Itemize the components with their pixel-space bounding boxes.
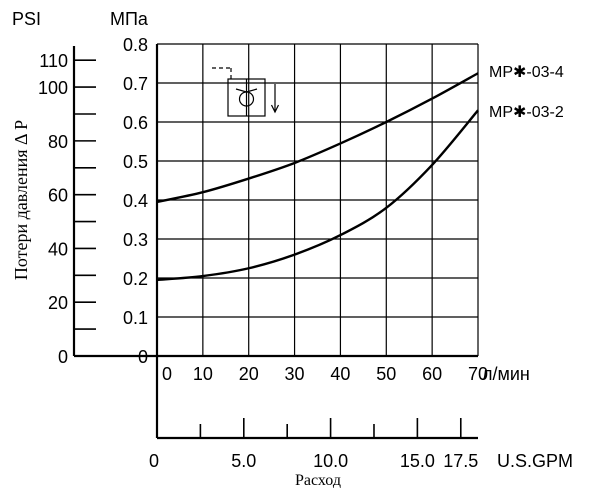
mpa-tick-label: 0.7: [123, 74, 148, 94]
gpm-tick-label: 10.0: [313, 451, 348, 471]
series-line-2: [156, 109, 479, 282]
mpa-tick-label: 0.1: [123, 308, 148, 328]
psi-unit-label: PSI: [12, 9, 41, 29]
gpm-tick-label: 5.0: [231, 451, 256, 471]
lpm-tick-label: 0: [162, 364, 172, 384]
mpa-tick-label: 0.6: [123, 113, 148, 133]
mpa-tick-label: 0.8: [123, 35, 148, 55]
x-axis-label: Расход: [295, 472, 341, 489]
grid: [157, 43, 479, 356]
series-label-2: MP✱-03-2: [489, 104, 564, 121]
series-lines: [156, 72, 479, 282]
psi-tick-label: 100: [38, 78, 68, 98]
lpm-tick-label: 20: [239, 364, 259, 384]
psi-tick-label: 80: [48, 132, 68, 152]
lpm-tick-labels: 0 10 20 30 40 50 60 70: [162, 364, 488, 384]
psi-tick-label: 60: [48, 186, 68, 206]
series-labels: MP✱-03-4 MP✱-03-2: [489, 64, 564, 121]
lpm-tick-label: 10: [193, 364, 213, 384]
mpa-tick-label: 0.3: [123, 230, 148, 250]
check-valve-symbol-icon: [212, 67, 280, 117]
gpm-tick-label: 17.5: [443, 451, 478, 471]
lpm-tick-label: 60: [422, 364, 442, 384]
psi-tick-labels: 0 20 40 60 80 100 110: [38, 51, 68, 367]
gpm-tick-label: 0: [149, 451, 159, 471]
y-axis-label: Потери давления Δ P: [11, 120, 31, 280]
lpm-tick-label: 70: [468, 364, 488, 384]
mpa-unit-label: МПа: [110, 9, 149, 29]
lpm-unit-label: л/мин: [482, 364, 530, 384]
mpa-tick-label: 0.5: [123, 152, 148, 172]
gpm-tick-label: 15.0: [400, 451, 435, 471]
lpm-tick-label: 30: [285, 364, 305, 384]
psi-tick-label: 40: [48, 239, 68, 259]
series-line-1: [156, 72, 479, 204]
axes: [72, 44, 478, 440]
mpa-tick-label: 0: [138, 347, 148, 367]
gpm-unit-label: U.S.GPM: [497, 451, 573, 471]
psi-tick-label: 20: [48, 293, 68, 313]
lpm-tick-label: 50: [376, 364, 396, 384]
lpm-tick-label: 40: [330, 364, 350, 384]
mpa-tick-labels: 0 0.1 0.2 0.3 0.4 0.5 0.6 0.7 0.8: [123, 35, 148, 367]
psi-tick-label: 0: [58, 347, 68, 367]
series-label-1: MP✱-03-4: [489, 64, 564, 81]
mpa-tick-label: 0.2: [123, 269, 148, 289]
psi-tick-label: 110: [39, 51, 68, 71]
mpa-tick-label: 0.4: [123, 191, 148, 211]
gpm-tick-labels: 0 5.0 10.0 15.0 17.5: [149, 451, 478, 471]
